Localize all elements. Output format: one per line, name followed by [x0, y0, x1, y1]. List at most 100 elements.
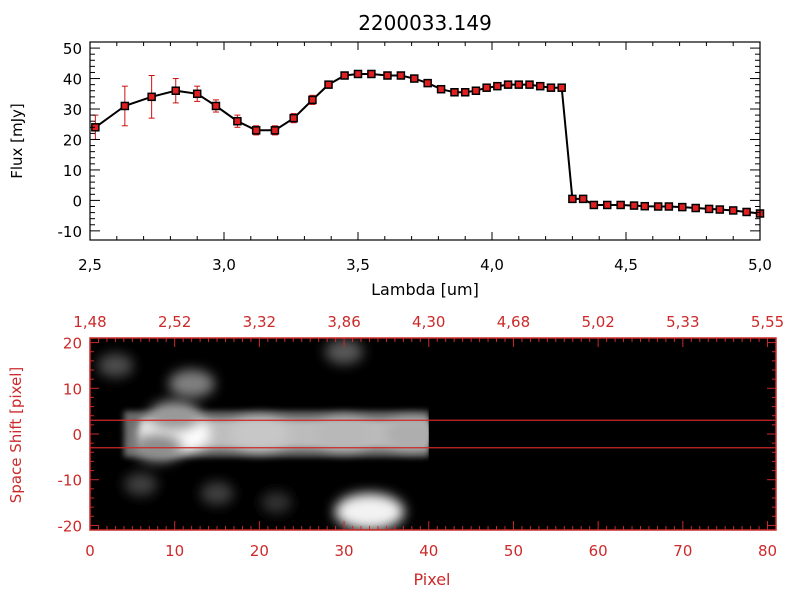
pixel-tick-label: 0 [85, 542, 95, 560]
y-tick-label: 30 [63, 101, 82, 119]
data-point [557, 83, 566, 92]
data-point [525, 80, 534, 89]
space-shift-axis-label: Space Shift [pixel] [7, 367, 25, 504]
emission-blob [334, 493, 405, 530]
emission-blob [229, 417, 290, 451]
wavelength-tick-label: 3,32 [243, 313, 276, 331]
emission-blob [168, 369, 215, 398]
emission-blob [149, 400, 201, 431]
y-tick-label: 40 [63, 71, 82, 89]
data-point [715, 205, 725, 214]
emission-blob [97, 353, 134, 378]
emission-blob [261, 491, 292, 514]
x-tick-label: 5,0 [748, 256, 772, 274]
pixel-tick-label: 70 [673, 542, 692, 560]
figure-title: 2200033.149 [358, 11, 492, 35]
wavelength-tick-label: 4,68 [497, 313, 530, 331]
emission-blob [124, 472, 158, 496]
wavelength-tick-label: 5,33 [666, 313, 699, 331]
pixel-tick-label: 60 [589, 542, 608, 560]
data-point [353, 69, 363, 79]
y-tick-label: 50 [63, 40, 82, 58]
data-point [728, 206, 738, 215]
wavelength-tick-label: 5,02 [581, 313, 614, 331]
space-shift-tick-label: 0 [72, 426, 82, 444]
data-point [568, 194, 577, 204]
wavelength-tick-label: 3,86 [327, 313, 360, 331]
data-point [367, 69, 376, 79]
data-point [482, 83, 491, 92]
data-point [691, 203, 700, 213]
pixel-tick-label: 10 [165, 542, 184, 560]
space-shift-axis-ticks: -20 -10 0 10 20 [58, 335, 776, 535]
data-markers [91, 69, 765, 218]
spectral-image [97, 338, 776, 530]
pixel-axis-ticks: 0 10 20 30 40 50 60 70 80 [85, 521, 777, 560]
x-tick-label: 3,5 [346, 256, 370, 274]
empty-region [428, 338, 776, 530]
y-tick-label: 10 [63, 162, 82, 180]
pixel-tick-label: 30 [335, 542, 354, 560]
data-point [270, 126, 280, 135]
pixel-tick-label: 40 [419, 542, 438, 560]
data-point [396, 71, 406, 80]
data-point [678, 202, 687, 212]
data-point [423, 78, 432, 88]
extraction-window-lines [90, 419, 776, 449]
data-point [616, 200, 625, 210]
y-tick-label: 20 [63, 131, 82, 149]
data-point [704, 204, 714, 214]
x-axis-ticks: 2,5 3,0 3,5 4,0 4,5 5,0 [78, 42, 772, 274]
data-point [192, 89, 202, 99]
data-point [653, 202, 663, 211]
spectrum-panel: 2,5 3,0 3,5 4,0 4,5 5,0 -10 0 10 20 30 40 50 Lambda… [8, 40, 772, 299]
pixel-tick-label: 20 [250, 542, 269, 560]
data-point [742, 207, 751, 217]
wavelength-tick-label: 5,55 [751, 313, 784, 331]
wavelength-top-axis-ticks: 1,48 2,52 3,32 3,86 4,30 4,68 5,02 5,33 5,55 [73, 313, 784, 347]
pixel-tick-label: 50 [504, 542, 523, 560]
data-point [589, 200, 599, 210]
data-point [493, 81, 502, 91]
x-tick-label: 2,5 [78, 256, 102, 274]
data-point [308, 95, 317, 105]
space-shift-tick-label: 20 [63, 335, 82, 353]
data-point [546, 83, 556, 92]
data-point [460, 88, 470, 97]
data-point [535, 81, 545, 91]
y-axis-ticks: -10 0 10 20 30 40 50 [58, 40, 760, 241]
data-point [120, 101, 130, 111]
data-point [640, 201, 650, 211]
data-point [171, 86, 181, 95]
data-point [383, 71, 392, 80]
data-point [602, 200, 612, 210]
data-point [514, 80, 524, 89]
data-point [233, 116, 242, 126]
data-point [340, 71, 349, 80]
x-axis-label: Lambda [um] [371, 280, 479, 299]
space-shift-tick-label: -20 [58, 517, 83, 535]
y-axis-label: Flux [mJy] [8, 103, 26, 179]
pixel-tick-label: 80 [758, 542, 777, 560]
emission-blob [315, 417, 373, 451]
data-point [251, 126, 261, 135]
space-shift-tick-label: 10 [63, 380, 82, 398]
data-point [629, 201, 639, 210]
emission-blob [200, 481, 234, 505]
wavelength-tick-label: 4,30 [412, 313, 445, 331]
wavelength-tick-label: 1,48 [73, 313, 106, 331]
data-point [147, 92, 156, 102]
wavelength-tick-label: 2,52 [158, 313, 191, 331]
data-point [471, 86, 481, 95]
y-tick-label: 0 [72, 192, 82, 210]
data-point [436, 84, 446, 94]
y-tick-label: -10 [58, 223, 83, 241]
emission-blob [324, 339, 364, 365]
data-point [503, 80, 513, 89]
data-point [289, 113, 298, 123]
data-point [664, 202, 674, 211]
x-tick-label: 3,0 [212, 256, 236, 274]
data-point [324, 80, 333, 89]
x-tick-label: 4,5 [614, 256, 638, 274]
